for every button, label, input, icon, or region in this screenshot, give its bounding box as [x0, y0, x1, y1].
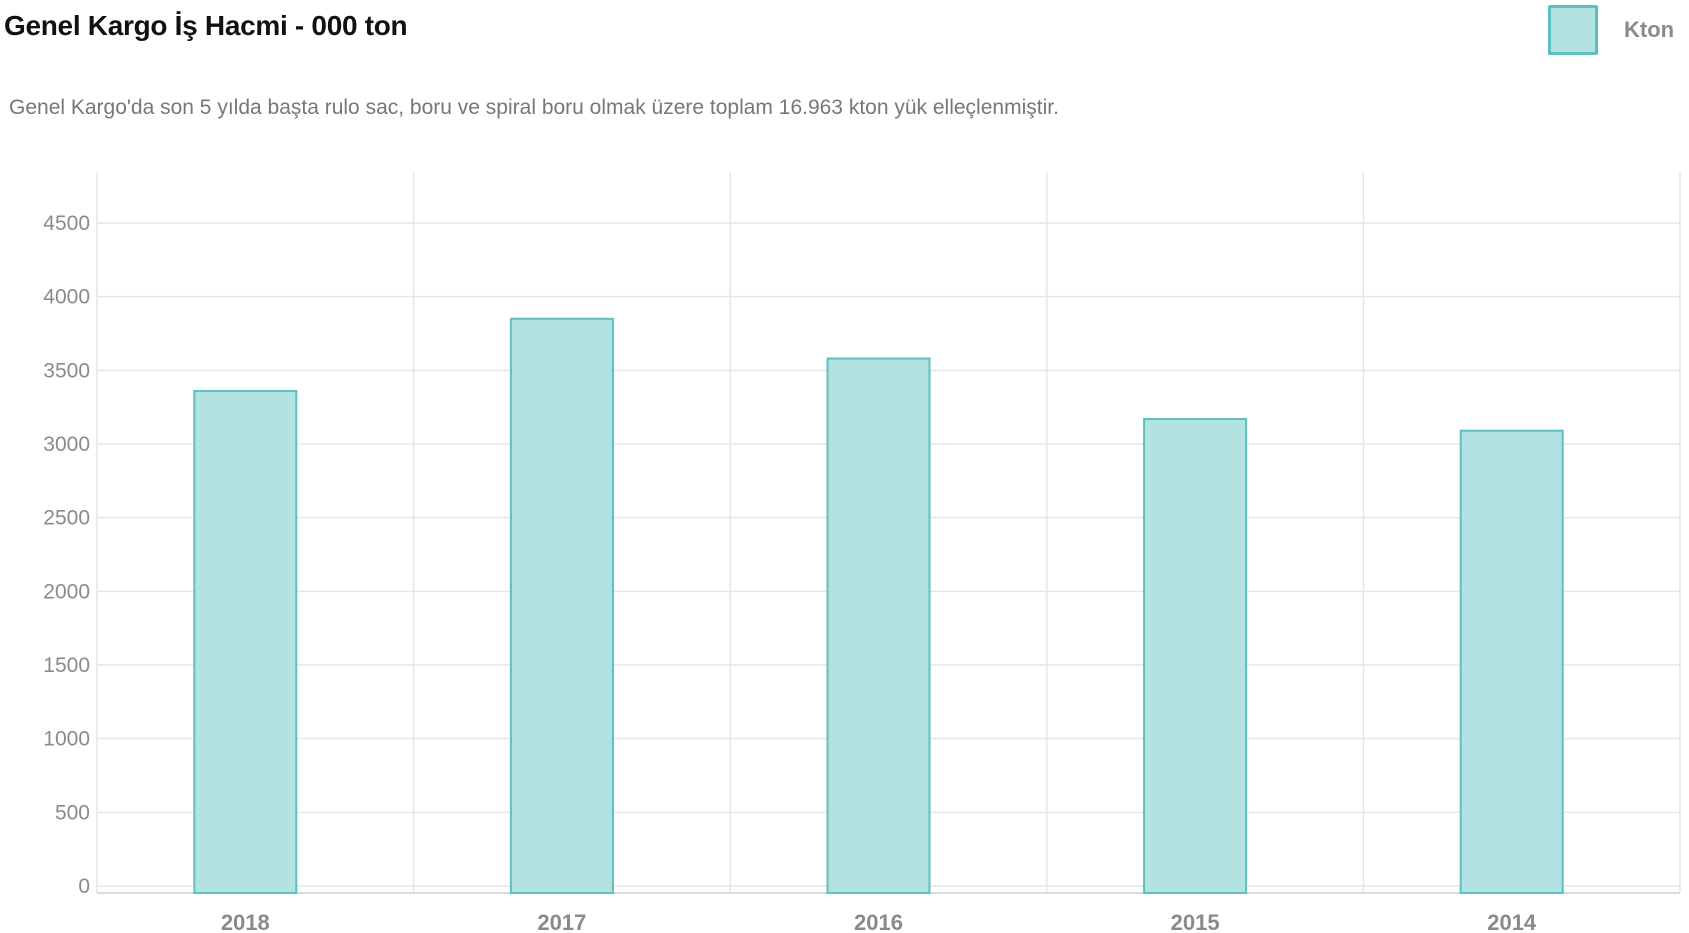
- x-tick-label: 2018: [221, 910, 270, 933]
- chart-subtitle: Genel Kargo'da son 5 yılda başta rulo sa…: [9, 96, 1059, 119]
- bar-2015[interactable]: [1143, 417, 1248, 894]
- legend: Kton: [1548, 4, 1674, 56]
- bar-2017[interactable]: [509, 317, 614, 894]
- x-axis-labels: 2018 2017 2016 2015 2014: [221, 910, 1537, 933]
- y-tick-label: 4500: [43, 212, 90, 235]
- y-tick-label: 3500: [43, 359, 90, 382]
- y-tick-label: 4000: [43, 286, 90, 309]
- y-tick-label: 2500: [43, 507, 90, 530]
- x-tick-label: 2014: [1487, 910, 1537, 933]
- y-axis-labels: 0 500 1000 1500 2000 2500 3000 3500 4000 4500: [43, 212, 90, 898]
- legend-label: Kton: [1624, 17, 1675, 42]
- x-tick-label: 2017: [537, 910, 586, 933]
- legend-swatch: [1548, 5, 1598, 55]
- x-tick-label: 2016: [854, 910, 903, 933]
- y-tick-label: 1000: [43, 728, 90, 751]
- y-tick-label: 3000: [43, 433, 90, 456]
- x-tick-label: 2015: [1171, 910, 1220, 933]
- bar-2014[interactable]: [1459, 429, 1564, 894]
- y-tick-label: 500: [55, 801, 90, 824]
- y-tick-label: 0: [78, 875, 90, 898]
- y-tick-label: 2000: [43, 580, 90, 603]
- bars: [193, 317, 1564, 894]
- bar-2016[interactable]: [826, 357, 931, 894]
- chart-title: Genel Kargo İş Hacmi - 000 ton: [4, 10, 408, 41]
- y-tick-label: 1500: [43, 654, 90, 677]
- bar-2018[interactable]: [193, 389, 298, 894]
